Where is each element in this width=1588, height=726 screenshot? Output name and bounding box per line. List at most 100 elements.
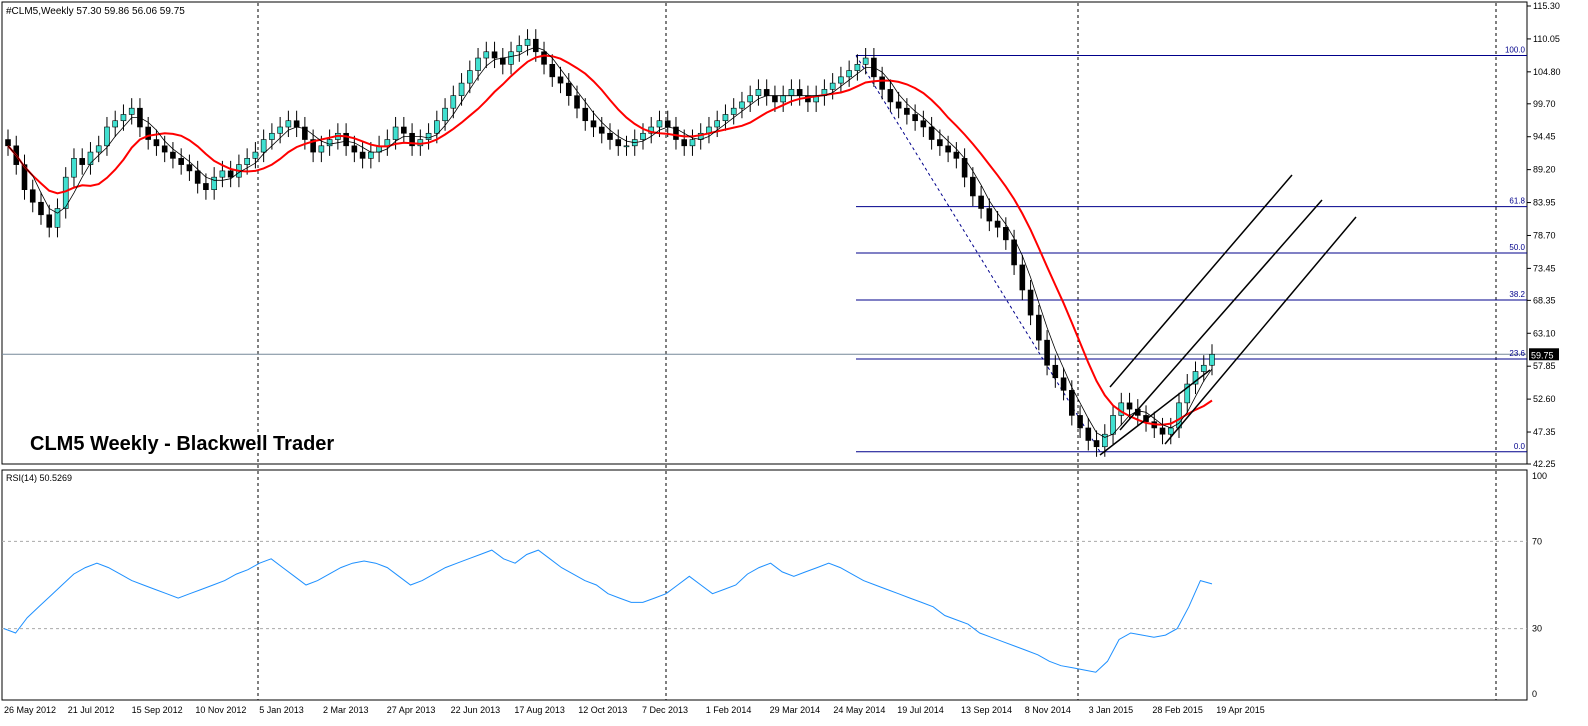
candle-body [937, 139, 943, 147]
time-tick: 8 Nov 2014 [1025, 705, 1071, 715]
price-tick: 99.70 [1533, 99, 1556, 109]
fibonacci-levels: 100.0 61.8 50.0 38.2 23.6 0.0 [855, 46, 1527, 453]
price-tick: 73.45 [1533, 263, 1556, 273]
candle-body [203, 183, 209, 191]
rsi-tick: 70 [1532, 536, 1542, 546]
candle-body [854, 64, 861, 71]
candle-body [615, 139, 622, 147]
candle-body [186, 164, 193, 172]
candle-body [986, 208, 993, 222]
rsi-path [3, 549, 1213, 673]
candle-body [1069, 390, 1075, 416]
candle-body [491, 51, 498, 59]
price-tick: 57.85 [1533, 361, 1556, 371]
candle-body [541, 51, 547, 65]
time-tick: 15 Sep 2012 [132, 705, 183, 715]
candle-body [1036, 314, 1042, 341]
price-tick: 83.95 [1533, 198, 1556, 208]
candle-body [640, 132, 646, 140]
candle-body [763, 89, 770, 96]
candle-body [318, 145, 325, 153]
candle-body [5, 139, 11, 147]
price-tick: 68.35 [1533, 295, 1556, 305]
time-tick: 28 Feb 2015 [1152, 705, 1203, 715]
candles [5, 29, 1215, 457]
candle-body [351, 145, 358, 153]
candle-body [178, 158, 184, 165]
channel-line [1109, 174, 1293, 388]
rsi-tick: 30 [1532, 624, 1542, 634]
candle-body [1101, 433, 1108, 448]
candle-body [483, 51, 490, 59]
candle-body [293, 120, 300, 128]
candle-body [1093, 440, 1100, 448]
candle-body [681, 139, 688, 147]
time-tick: 21 Jul 2012 [68, 705, 115, 715]
candle-body [1052, 364, 1059, 379]
candle-body [582, 107, 589, 122]
candle-body [508, 51, 514, 65]
candle-body [714, 120, 721, 128]
candle-body [21, 164, 28, 191]
channel-line [1119, 199, 1323, 431]
candle-body [598, 126, 605, 134]
candle-body [664, 120, 671, 128]
candle-body [623, 145, 630, 148]
candle-body [467, 70, 473, 84]
candle-body [524, 38, 531, 46]
candle-body [128, 107, 135, 115]
fib-label: 100.0 [1505, 46, 1526, 55]
candle-body [302, 126, 308, 140]
rsi-pane-frame [1, 469, 1528, 701]
candle-body [285, 120, 292, 128]
candle-body [829, 82, 836, 90]
fib-label: 0.0 [1514, 442, 1526, 451]
rsi-tick: 0 [1532, 689, 1537, 699]
candle-body [673, 126, 679, 140]
candle-body [401, 126, 407, 134]
candle-body [549, 64, 556, 78]
candle-body [153, 139, 160, 147]
candle-body [1209, 353, 1215, 366]
candle-body [219, 170, 226, 178]
pitchfork-channel [1099, 174, 1357, 456]
price-tick: 63.10 [1533, 328, 1556, 338]
price-tick: 104.80 [1533, 67, 1561, 77]
candle-body [170, 151, 176, 159]
candle-body [227, 170, 234, 178]
candle-body [95, 145, 102, 153]
candle-body [565, 82, 572, 96]
grid [2, 3, 1527, 700]
time-tick: 10 Nov 2012 [195, 705, 246, 715]
candle-body [846, 70, 852, 78]
candle-body [970, 176, 976, 197]
candle-body [1159, 427, 1166, 435]
channel-line [1099, 369, 1211, 456]
candle-body [1167, 427, 1174, 435]
candle-body [475, 57, 481, 71]
candle-body [442, 107, 448, 122]
rsi-line [2, 540, 1527, 673]
candle-body [590, 120, 597, 128]
candle-body [656, 120, 663, 128]
time-tick: 19 Apr 2015 [1216, 705, 1265, 715]
current-price-label: 59.75 [1531, 350, 1554, 360]
time-tick: 24 May 2014 [833, 705, 885, 715]
time-tick: 26 May 2012 [4, 705, 56, 715]
candle-body [780, 95, 786, 103]
rsi-tick: 100 [1532, 471, 1547, 481]
price-tick: 42.25 [1533, 459, 1556, 469]
candle-body [409, 132, 415, 147]
candle-body [912, 114, 918, 122]
candle-body [244, 158, 250, 165]
candle-body [904, 107, 910, 115]
candle-body [689, 139, 696, 147]
candle-body [1044, 339, 1050, 366]
candle-body [994, 220, 1001, 228]
fib-label: 38.2 [1509, 290, 1525, 299]
price-tick: 52.60 [1533, 394, 1556, 404]
candle-body [260, 139, 267, 153]
candle-body [326, 139, 333, 147]
